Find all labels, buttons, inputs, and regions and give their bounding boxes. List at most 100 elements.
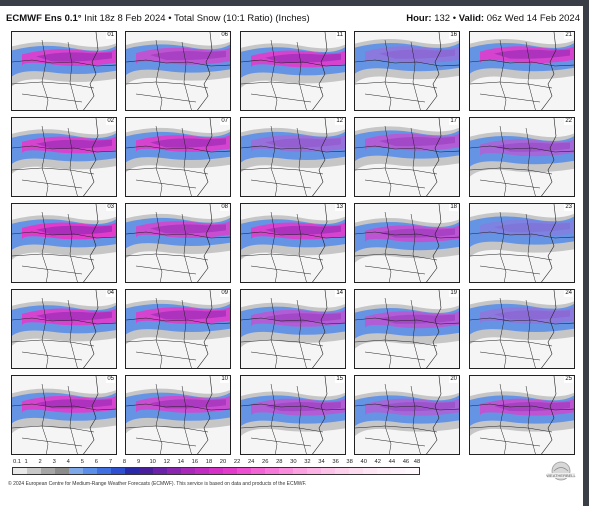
legend-swatch: [125, 468, 139, 474]
member-number: 07: [220, 118, 229, 125]
member-panel: 25: [469, 375, 575, 455]
member-number: 25: [564, 376, 573, 383]
legend-swatch: [251, 468, 265, 474]
member-panel: 09: [125, 289, 231, 369]
member-number: 09: [220, 290, 229, 297]
legend-label: 42: [374, 459, 382, 465]
legend-color-bar: [12, 467, 420, 475]
product-name: Total Snow (10:1 Ratio) (Inches): [174, 13, 310, 24]
weatherbell-logo: WEATHERBELL: [546, 461, 577, 481]
legend-label: 34: [318, 459, 325, 465]
snowfall-map: [355, 290, 459, 368]
legend-label: 4: [66, 459, 70, 465]
valid-value: 06z Wed 14 Feb 2024: [486, 13, 580, 24]
legend-label: 20: [219, 459, 227, 465]
member-panel: 10: [125, 375, 231, 455]
header-valid: Hour: 132 • Valid: 06z Wed 14 Feb 2024: [406, 13, 580, 24]
legend-label: 10: [149, 459, 156, 465]
member-number: 02: [106, 118, 115, 125]
valid-label: Valid:: [458, 13, 485, 24]
member-number: 14: [335, 290, 344, 297]
member-panel: 19: [354, 289, 460, 369]
member-panel: 17: [354, 117, 460, 197]
member-number: 03: [106, 204, 115, 211]
snowfall-map: [241, 376, 345, 454]
legend-swatch: [97, 468, 111, 474]
legend-label: 22: [233, 459, 241, 465]
legend-swatch: [27, 468, 41, 474]
legend-label: 40: [360, 459, 367, 465]
member-number: 05: [106, 376, 115, 383]
member-panel: 03: [11, 203, 117, 283]
snowfall-map: [470, 376, 574, 454]
legend-label: 8: [122, 459, 127, 465]
member-number: 01: [106, 32, 115, 39]
member-panel: 14: [240, 289, 346, 369]
snowfall-map: [355, 204, 459, 282]
member-number: 21: [564, 32, 573, 39]
legend-swatch: [279, 468, 293, 474]
member-number: 22: [564, 118, 573, 125]
member-panel: 01: [11, 31, 117, 111]
snowfall-map: [12, 204, 116, 282]
member-number: 18: [449, 204, 458, 211]
member-panel: 18: [354, 203, 460, 283]
legend-label: 7: [108, 459, 113, 465]
member-panel: 05: [11, 375, 117, 455]
snowfall-map: [126, 376, 230, 454]
map-header: ECMWF Ens 0.1° Init 18z 8 Feb 2024 • Tot…: [6, 13, 580, 27]
legend-label: 14: [177, 459, 185, 465]
legend-swatch: [83, 468, 97, 474]
legend-swatch: [55, 468, 69, 474]
member-number: 12: [335, 118, 344, 125]
snowfall-map: [241, 204, 345, 282]
hour-value: 132: [434, 13, 451, 24]
legend-swatch: [153, 468, 167, 474]
member-number: 15: [335, 376, 344, 383]
legend-label: 32: [304, 459, 311, 465]
legend-swatch: [167, 468, 181, 474]
legend-label: 30: [290, 459, 297, 465]
legend-label: 36: [332, 459, 339, 465]
member-number: 16: [449, 32, 458, 39]
separator: •: [452, 13, 457, 24]
snowfall-map: [355, 118, 459, 196]
legend-swatch: [307, 468, 321, 474]
svg-text:WEATHERBELL: WEATHERBELL: [546, 473, 576, 478]
legend-swatch: [363, 468, 377, 474]
legend-label: 6: [94, 459, 99, 465]
member-panel: 07: [125, 117, 231, 197]
legend-swatch: [335, 468, 349, 474]
legend-swatch: [321, 468, 335, 474]
legend-swatch: [111, 468, 125, 474]
member-panel: 04: [11, 289, 117, 369]
member-panel: 21: [469, 31, 575, 111]
legend-label: 0.1: [12, 459, 22, 465]
legend-swatch: [237, 468, 251, 474]
snowfall-map: [126, 290, 230, 368]
legend-swatch: [405, 468, 419, 474]
member-panel: 23: [469, 203, 575, 283]
legend-swatch: [139, 468, 153, 474]
legend-label: 3: [52, 459, 56, 465]
legend-swatch: [293, 468, 307, 474]
snowfall-map: [470, 204, 574, 282]
snowfall-map: [470, 290, 574, 368]
copyright-text: © 2024 European Centre for Medium-Range …: [8, 481, 307, 487]
legend-label: 38: [346, 459, 353, 465]
snowfall-map: [126, 32, 230, 110]
legend-label: 46: [402, 459, 410, 465]
snowfall-map: [126, 118, 230, 196]
legend-swatch: [41, 468, 55, 474]
separator: •: [168, 13, 172, 24]
legend-swatch: [13, 468, 27, 474]
legend-label: 9: [136, 459, 141, 465]
legend-labels: 0.1 1 2 3 4 5 6 7 8 9 10 12 14 16 18 20 22 24 26 28 30 32 34 36…: [12, 459, 420, 467]
legend-label: 18: [205, 459, 213, 465]
member-panel: 06: [125, 31, 231, 111]
legend-swatch: [195, 468, 209, 474]
legend-label: 44: [388, 459, 396, 465]
member-number: 13: [335, 204, 344, 211]
member-number: 08: [220, 204, 229, 211]
snowfall-map: [241, 290, 345, 368]
